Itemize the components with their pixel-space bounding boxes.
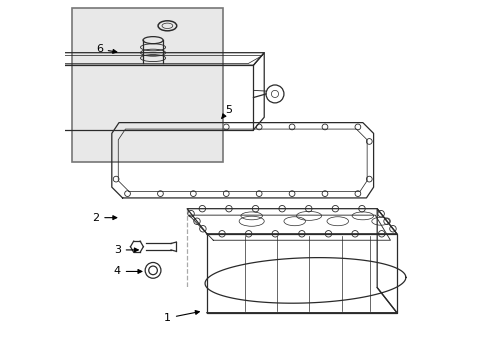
Text: 4: 4 (113, 266, 142, 276)
Text: 2: 2 (92, 213, 117, 222)
Text: 6: 6 (96, 44, 117, 54)
Text: 5: 5 (222, 105, 231, 118)
Text: 3: 3 (114, 245, 138, 255)
Bar (72, 8, 223, 162)
Text: 1: 1 (163, 311, 199, 323)
